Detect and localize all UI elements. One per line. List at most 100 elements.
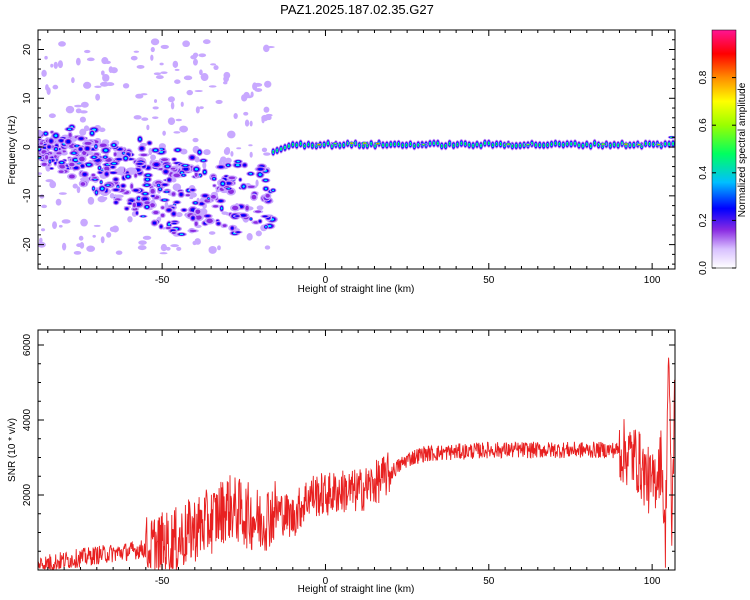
spectrogram-blob bbox=[160, 44, 169, 50]
colorbar-label: Normalized spectral amplitude bbox=[737, 82, 748, 217]
spectrogram-blob bbox=[554, 142, 557, 145]
spectrogram-blob bbox=[159, 148, 163, 150]
spectrogram-blob bbox=[112, 162, 116, 165]
spectrogram-blob bbox=[95, 93, 101, 101]
spectrogram-blob bbox=[90, 132, 94, 135]
spectrogram-blob bbox=[75, 57, 81, 66]
spectrogram-blob bbox=[213, 205, 219, 208]
colorbar-tick-label: 0.2 bbox=[698, 213, 709, 227]
spectrogram-blob bbox=[543, 144, 545, 147]
spectrogram-blob bbox=[140, 93, 148, 96]
spectrogram-blob bbox=[59, 139, 64, 142]
spectrogram-blob bbox=[288, 144, 290, 148]
spectrogram-blob bbox=[167, 208, 171, 212]
spectrogram-blob bbox=[182, 209, 186, 212]
spectrogram-blob bbox=[86, 163, 91, 166]
spectrogram-blob bbox=[176, 246, 182, 251]
spectrogram-blob bbox=[311, 144, 313, 147]
y-tick-label: 0 bbox=[22, 144, 33, 150]
spectrogram-blob bbox=[255, 179, 259, 187]
spectrogram-blob bbox=[150, 154, 156, 161]
spectrogram-blob bbox=[145, 178, 150, 181]
spectrogram-blob bbox=[668, 142, 670, 146]
spectrogram-blob bbox=[66, 139, 71, 144]
spectrogram-blob bbox=[175, 212, 183, 218]
spectrogram-blob bbox=[91, 173, 96, 177]
spectrogram-blob bbox=[83, 125, 90, 132]
spectrogram-blob bbox=[296, 143, 298, 147]
spectrogram-blob bbox=[145, 184, 149, 186]
spectrogram-blob bbox=[137, 197, 140, 200]
spectrogram-blob bbox=[135, 93, 144, 99]
spectrogram-blob bbox=[130, 183, 133, 189]
spectrogram-blob bbox=[213, 184, 216, 187]
spectrogram-blob bbox=[50, 131, 54, 134]
spectrogram-blob bbox=[507, 143, 510, 145]
spectrogram-blob bbox=[645, 142, 647, 145]
spectrogram-blob bbox=[157, 184, 160, 187]
spectrogram-blob bbox=[79, 128, 87, 136]
spectrogram-blob bbox=[258, 173, 262, 176]
spectrogram-blob bbox=[179, 125, 189, 133]
spectrogram-blob bbox=[87, 196, 95, 205]
spectrogram-blob bbox=[133, 115, 142, 120]
spectrogram-blob bbox=[116, 158, 122, 161]
spectrogram-blob bbox=[254, 210, 262, 213]
spectrogram-blob bbox=[261, 116, 265, 124]
x-tick-label: 50 bbox=[483, 576, 495, 587]
spectrogram-blob bbox=[159, 188, 162, 191]
spectrogram-blob bbox=[55, 198, 62, 206]
spectrogram-blob bbox=[141, 117, 149, 121]
spectrogram-blob bbox=[574, 142, 576, 145]
spectrogram-blob bbox=[185, 194, 190, 197]
spectrogram-blob bbox=[230, 151, 234, 157]
spectrogram-blob bbox=[496, 142, 498, 146]
y-tick-label: 10 bbox=[22, 92, 33, 104]
x-tick-label: -50 bbox=[155, 576, 170, 587]
spectrogram-blob bbox=[657, 144, 660, 145]
spectrogram-blob bbox=[484, 141, 486, 145]
spectrogram-blob bbox=[183, 167, 189, 171]
spectrogram-blob bbox=[228, 176, 236, 180]
spectrogram-blob bbox=[49, 160, 51, 163]
spectrogram-blob bbox=[82, 172, 87, 176]
spectrogram-blob bbox=[162, 183, 167, 186]
spectrogram-blob bbox=[236, 160, 240, 163]
spectrogram-blob bbox=[203, 149, 211, 156]
spectrogram-blob bbox=[79, 156, 85, 162]
spectrogram-blob bbox=[195, 209, 201, 214]
spectrogram-blob bbox=[476, 143, 478, 146]
spectrogram-blob bbox=[199, 69, 203, 76]
spectrogram-blob bbox=[52, 221, 58, 230]
spectrogram-blob bbox=[472, 144, 474, 147]
spectrogram-blob bbox=[109, 193, 115, 199]
spectrogram-blob bbox=[98, 166, 101, 169]
spectrogram-blob bbox=[152, 221, 157, 225]
spectrogram-blob bbox=[460, 142, 462, 145]
spectrogram-blob bbox=[190, 155, 195, 160]
spectrogram-blob bbox=[97, 196, 107, 203]
spectrogram-blob bbox=[547, 143, 549, 147]
spectrogram-blob bbox=[86, 57, 95, 62]
spectrogram-blob bbox=[105, 163, 110, 166]
spectrogram-blob bbox=[200, 73, 209, 82]
spectrogram-blob bbox=[143, 192, 147, 195]
spectrogram-blob bbox=[138, 240, 147, 245]
y-tick-label: -10 bbox=[22, 188, 33, 203]
spectrogram-blob bbox=[138, 137, 142, 141]
spectrogram-blob bbox=[527, 144, 529, 145]
spectrogram-blob bbox=[129, 199, 134, 203]
spectrogram-heatmap bbox=[38, 38, 675, 255]
spectrogram-blob bbox=[122, 83, 130, 89]
spectrogram-blob bbox=[84, 141, 92, 146]
spectrogram-blob bbox=[93, 179, 97, 181]
spectrogram-blob bbox=[98, 171, 102, 174]
y-tick-label: 20 bbox=[22, 44, 33, 56]
spectrogram-blob bbox=[170, 244, 179, 248]
spectrogram-blob bbox=[539, 143, 541, 147]
x-tick-label: -50 bbox=[155, 275, 170, 286]
spectrogram-blob bbox=[550, 143, 553, 146]
spectrogram-blob bbox=[38, 129, 43, 138]
spectrogram-blob bbox=[83, 81, 92, 89]
spectrogram-blob bbox=[222, 224, 227, 228]
